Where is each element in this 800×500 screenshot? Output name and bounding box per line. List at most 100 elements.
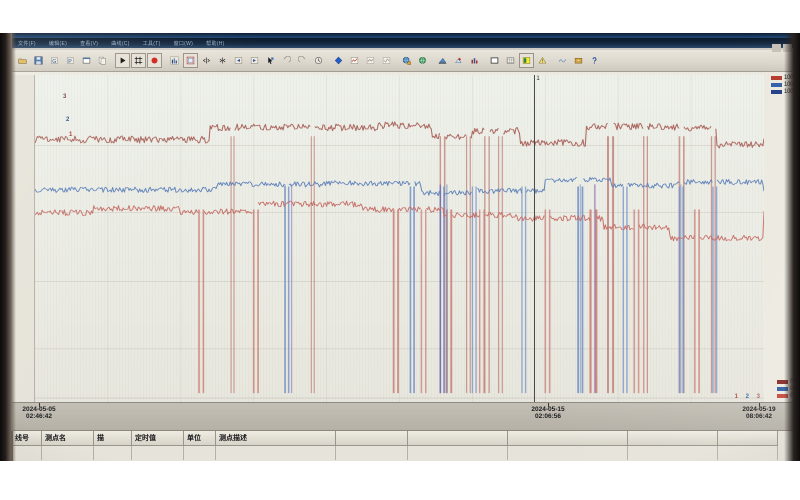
table-cell[interactable] bbox=[336, 446, 408, 460]
zoom-prev-icon[interactable] bbox=[231, 53, 246, 68]
time-label: 2024-05-19 08:06:42 bbox=[723, 406, 795, 421]
legend-row: 0.0 bbox=[777, 386, 798, 392]
table-cell[interactable] bbox=[94, 446, 132, 460]
page-select-icon[interactable] bbox=[183, 53, 198, 68]
table-cell[interactable] bbox=[718, 446, 778, 460]
trend-b-icon[interactable] bbox=[363, 53, 378, 68]
table-body-row[interactable] bbox=[12, 446, 794, 460]
fullscreen-icon[interactable] bbox=[487, 53, 502, 68]
measurement-table[interactable]: 线号 测点名描定时值 单位 测点描述 bbox=[12, 430, 794, 461]
grid-icon[interactable] bbox=[131, 53, 146, 68]
export-icon[interactable] bbox=[571, 53, 586, 68]
trace-tag-left: 1 bbox=[69, 132, 73, 138]
globe-edit-icon[interactable] bbox=[415, 53, 430, 68]
trace-tag-right: 1 bbox=[734, 394, 738, 400]
print-run-icon[interactable] bbox=[451, 53, 466, 68]
table-column-header[interactable] bbox=[508, 431, 628, 446]
cursor-label: 1 bbox=[536, 76, 540, 82]
minimize-button[interactable] bbox=[772, 44, 781, 52]
table-column-header[interactable]: 单位 bbox=[184, 431, 216, 446]
play-icon[interactable] bbox=[115, 53, 130, 68]
table-cell[interactable] bbox=[216, 446, 336, 460]
menu-item-file[interactable]: 文件(F) bbox=[18, 40, 36, 47]
copy-icon[interactable] bbox=[95, 53, 110, 68]
diamond-icon[interactable] bbox=[331, 53, 346, 68]
statistics-icon[interactable] bbox=[467, 53, 482, 68]
chart-bars-icon[interactable] bbox=[167, 53, 182, 68]
menu-item-window[interactable]: 窗口(W) bbox=[173, 40, 194, 47]
expand-h-icon[interactable] bbox=[199, 53, 214, 68]
table-cell[interactable] bbox=[408, 446, 508, 460]
table-column-header[interactable]: 测点描述 bbox=[216, 431, 336, 446]
restore-button[interactable] bbox=[783, 44, 792, 52]
table-column-header[interactable] bbox=[408, 431, 508, 446]
window-controls[interactable] bbox=[772, 44, 792, 52]
time-label: 2024-05-15 02:06:56 bbox=[512, 406, 584, 421]
table-cell[interactable] bbox=[132, 446, 184, 460]
open-icon[interactable] bbox=[15, 53, 30, 68]
table-cell[interactable] bbox=[628, 446, 718, 460]
table-column-header[interactable]: 描 bbox=[94, 431, 132, 446]
table-cell[interactable] bbox=[508, 446, 628, 460]
table-column-header[interactable] bbox=[336, 431, 408, 446]
zoom-next-icon[interactable] bbox=[247, 53, 262, 68]
legend-icon[interactable] bbox=[519, 53, 534, 68]
trend-traces bbox=[35, 75, 764, 403]
time-label-time: 02:06:56 bbox=[534, 413, 562, 421]
undo-icon[interactable] bbox=[279, 53, 294, 68]
alarm-icon[interactable] bbox=[535, 53, 550, 68]
trend-plot-area[interactable]: 1 3 2 1 3 2 1 bbox=[12, 72, 794, 403]
table-cell[interactable] bbox=[184, 446, 216, 460]
pointer-tool-icon[interactable] bbox=[263, 53, 278, 68]
menu-item-view[interactable]: 查看(V) bbox=[80, 40, 99, 47]
legend-swatch bbox=[777, 380, 789, 384]
clock-icon[interactable] bbox=[311, 53, 326, 68]
trace-tag-right: 2 bbox=[745, 394, 749, 400]
window-icon[interactable] bbox=[79, 53, 94, 68]
record-icon[interactable] bbox=[147, 53, 162, 68]
legend-bottom: 0.0 0.0 0.0 bbox=[777, 379, 798, 399]
table-column-header[interactable]: 测点名 bbox=[42, 431, 94, 446]
trend-canvas[interactable]: 1 3 2 1 3 2 1 bbox=[34, 75, 764, 403]
menu-item-tools[interactable]: 工具(T) bbox=[142, 40, 161, 47]
group-g-icon[interactable]: G bbox=[47, 53, 62, 68]
table-column-header[interactable] bbox=[718, 431, 778, 446]
trace-tag-left: 3 bbox=[63, 94, 67, 100]
save-icon[interactable] bbox=[31, 53, 46, 68]
group-p-icon[interactable]: P bbox=[63, 53, 78, 68]
time-label-time: 02:46:42 bbox=[25, 413, 53, 421]
legend-row: 100.0 bbox=[770, 89, 798, 95]
time-tick bbox=[39, 403, 40, 407]
curve-icon[interactable] bbox=[555, 53, 570, 68]
table-icon[interactable] bbox=[503, 53, 518, 68]
legend-swatch bbox=[770, 76, 782, 80]
legend-row: 100.0 bbox=[770, 75, 798, 81]
legend-swatch bbox=[777, 394, 789, 398]
legend-row: 0.0 bbox=[777, 379, 798, 385]
print-preview-icon[interactable] bbox=[435, 53, 450, 68]
table-column-header[interactable]: 线号 bbox=[12, 431, 42, 446]
menu-item-curve[interactable]: 曲线(C) bbox=[111, 40, 130, 47]
menu-bar[interactable]: 文件(F) 编辑(E) 查看(V) 曲线(C) 工具(T) 窗口(W) 帮助(H… bbox=[12, 38, 794, 48]
time-tick bbox=[759, 403, 760, 407]
globe-add-icon[interactable] bbox=[399, 53, 414, 68]
table-column-header[interactable] bbox=[628, 431, 718, 446]
table-column-header[interactable]: 定时值 bbox=[132, 431, 184, 446]
help-icon[interactable] bbox=[587, 53, 602, 68]
trend-a-icon[interactable] bbox=[347, 53, 362, 68]
menu-item-help[interactable]: 帮助(H) bbox=[206, 40, 225, 47]
table-cell[interactable] bbox=[42, 446, 94, 460]
table-cell[interactable] bbox=[12, 446, 42, 460]
cursor-line[interactable]: 1 bbox=[534, 75, 540, 403]
time-label-date: 2024-05-15 bbox=[531, 406, 565, 413]
compress-h-icon[interactable] bbox=[215, 53, 230, 68]
menu-item-edit[interactable]: 编辑(E) bbox=[48, 40, 68, 47]
legend-swatch bbox=[770, 83, 782, 87]
trend-c-icon[interactable] bbox=[379, 53, 394, 68]
redo-icon[interactable] bbox=[295, 53, 310, 68]
time-axis-bar[interactable]: 2024-05-05 02:46:42 2024-05-15 02:06:56 2024… bbox=[12, 402, 794, 431]
time-label: 2024-05-05 02:46:42 bbox=[3, 406, 75, 421]
legend-row: 100.0 bbox=[770, 82, 798, 88]
